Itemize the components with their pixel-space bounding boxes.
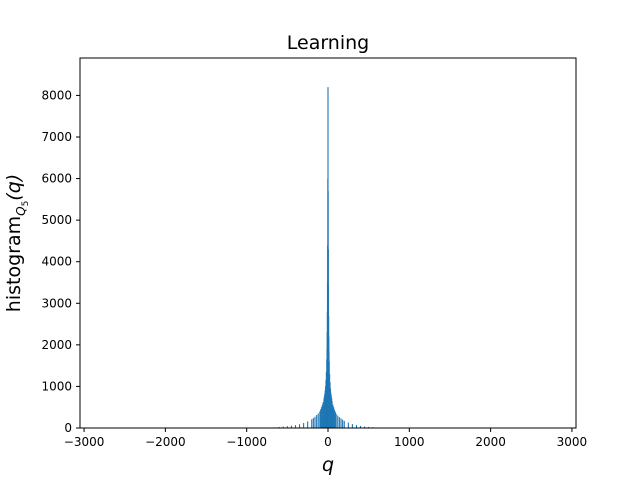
y-tick-label: 8000: [41, 88, 72, 102]
x-axis-label: q: [322, 454, 334, 476]
x-tick-label: −3000: [64, 435, 105, 449]
histogram-bar: [312, 418, 314, 428]
y-axis-ticks: 0 1000 2000 3000 4000 5000 6000 7000 8000: [41, 88, 80, 435]
y-axis-label-sub: Q: [14, 206, 28, 215]
chart-title: Learning: [287, 32, 370, 54]
histogram-bar: [359, 425, 362, 428]
histogram-bar: [290, 425, 292, 428]
histogram-bar: [338, 417, 340, 428]
histogram-bar: [332, 404, 334, 428]
y-axis-label: histogramQ5(q): [3, 174, 31, 312]
y-axis-label-subsub: 5: [21, 201, 31, 207]
histogram-bar: [334, 411, 336, 428]
histogram-bar: [317, 413, 319, 428]
histogram-bar: [342, 419, 344, 428]
y-tick-label: 5000: [41, 213, 72, 227]
histogram-bar: [368, 426, 370, 428]
histogram-bars: [274, 87, 435, 428]
histogram-bar: [351, 424, 353, 428]
histogram-bar: [322, 402, 324, 428]
x-tick-label: 0: [324, 435, 332, 449]
y-tick-label: 1000: [41, 379, 72, 393]
histogram-bar: [355, 425, 358, 428]
histogram-bar: [282, 426, 284, 428]
histogram-bar: [278, 426, 280, 428]
plot-frame: [79, 57, 577, 429]
histogram-bar: [364, 426, 366, 428]
histogram-bar: [286, 426, 288, 428]
y-tick-label: 4000: [41, 255, 72, 269]
histogram-bar: [321, 404, 323, 428]
histogram-bar: [333, 407, 335, 428]
histogram-bar: [320, 407, 323, 428]
x-tick-label: −1000: [226, 435, 267, 449]
histogram-bar: [347, 422, 349, 428]
histogram-bar: [343, 420, 345, 428]
y-axis-label-main: histogram: [3, 216, 25, 312]
histogram-bar: [319, 411, 321, 428]
histogram-bar: [311, 419, 313, 428]
histogram-bar: [294, 425, 297, 428]
histogram-bar: [337, 415, 339, 428]
histogram-bar: [320, 409, 322, 428]
y-tick-label: 7000: [41, 130, 72, 144]
y-axis-label-arg: (q): [3, 174, 25, 201]
x-tick-label: 2000: [475, 435, 506, 449]
histogram-bar: [333, 409, 336, 428]
histogram-bar: [303, 423, 305, 428]
y-tick-label: 3000: [41, 296, 72, 310]
histogram-bar: [331, 400, 333, 428]
y-tick-label: 2000: [41, 338, 72, 352]
histogram-bar: [335, 413, 337, 428]
histogram-bar: [340, 418, 342, 428]
histogram-bar: [307, 421, 309, 428]
histogram-bar: [316, 415, 318, 428]
x-tick-label: −2000: [145, 435, 186, 449]
x-tick-label: 3000: [557, 435, 588, 449]
x-axis-ticks: −3000 −2000 −1000 0 1000 2000 3000: [64, 428, 587, 449]
histogram-bar: [298, 424, 301, 428]
y-tick-label: 0: [64, 421, 72, 435]
x-tick-label: 1000: [394, 435, 425, 449]
y-tick-label: 6000: [41, 172, 72, 186]
histogram-bar: [314, 416, 316, 428]
